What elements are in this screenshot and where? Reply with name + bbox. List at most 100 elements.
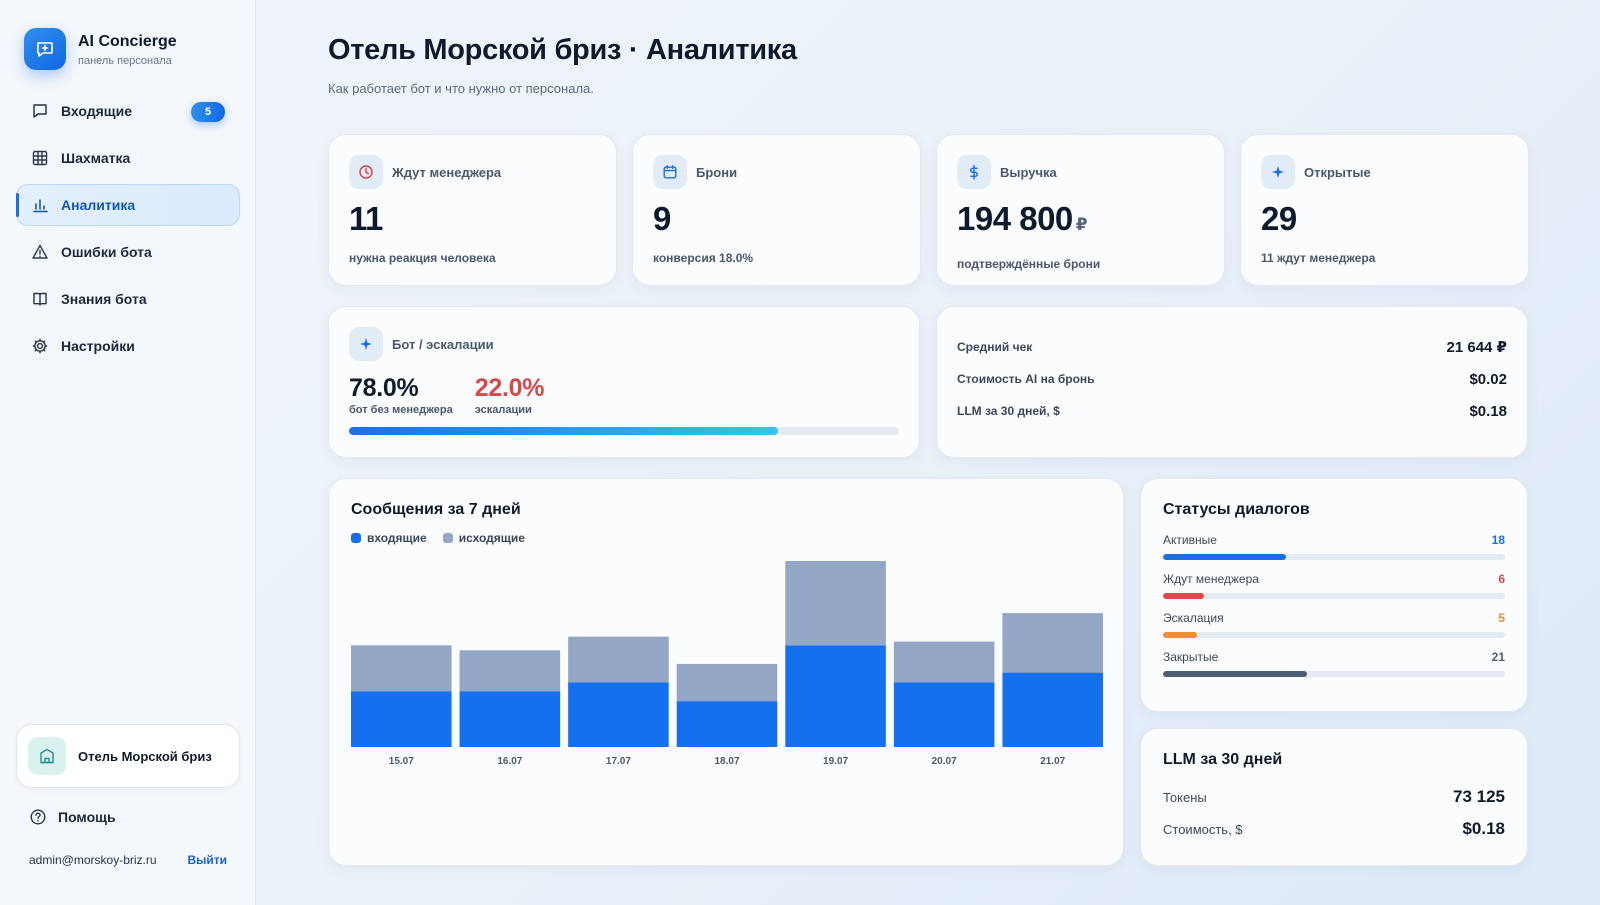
bar-incoming-19.07 — [785, 645, 886, 747]
kpi-value: 9 — [653, 200, 671, 237]
kpi-awaiting-manager: Ждут менеджера 11 нужна реакция человека — [328, 134, 617, 286]
chart-legend: входящие исходящие — [351, 531, 1101, 545]
status-count: 5 — [1498, 611, 1505, 625]
kpi-open: Открытые 29 11 ждут менеджера — [1240, 134, 1529, 286]
bar-chart-icon — [30, 195, 50, 215]
sparkle-icon — [1261, 155, 1295, 189]
sidebar-item-bot-knowledge[interactable]: Знания бота — [16, 278, 240, 320]
currency-sign: ₽ — [1075, 215, 1088, 234]
chart-title: Сообщения за 7 дней — [351, 501, 521, 518]
gear-icon — [30, 336, 50, 356]
messages-bar-chart: 15.07 16.07 17.07 18.07 19.07 20.07 21.07 — [351, 561, 1103, 767]
bot-progress-fill — [349, 427, 778, 435]
kpi-revenue: Выручка 194 800 ₽ подтверждённые брони — [936, 134, 1225, 286]
help-label: Помощь — [58, 809, 116, 825]
kpi-value: 29 — [1261, 200, 1297, 237]
sidebar: AI Concierge панель персонала Входящие 5… — [0, 0, 256, 905]
legend-item-incoming: входящие — [351, 531, 427, 545]
bar-outgoing-19.07 — [785, 561, 886, 646]
sidebar-item-analytics[interactable]: Аналитика — [16, 184, 240, 226]
inbox-count-badge: 5 — [191, 102, 225, 122]
kpi-note: нужна реакция человека — [349, 251, 496, 265]
kpi-label: Ждут менеджера — [392, 164, 502, 180]
llm-value: $0.18 — [1462, 819, 1505, 838]
metric-row: Средний чек 21 644 ₽ — [957, 331, 1507, 363]
dollar-icon — [957, 155, 991, 189]
brand[interactable]: AI Concierge панель персонала — [24, 28, 177, 70]
sidebar-item-label: Входящие — [61, 103, 132, 119]
escalation-percentage-caption: эскалации — [474, 404, 532, 416]
llm-label: Стоимость, $ — [1163, 821, 1243, 837]
x-tick-label: 17.07 — [606, 756, 631, 767]
legend-swatch — [351, 533, 361, 543]
status-row: Закрытые 21 — [1163, 650, 1505, 677]
bar-outgoing-17.07 — [568, 636, 669, 683]
kpi-label: Выручка — [1000, 164, 1057, 180]
bar-incoming-16.07 — [459, 691, 561, 747]
user-email: admin@morskoy-briz.ru — [29, 853, 157, 867]
calendar-icon — [653, 155, 687, 189]
metric-label: Стоимость AI на бронь — [957, 372, 1095, 386]
kpi-note: 11 ждут менеджера — [1261, 251, 1376, 265]
status-label: Эскалация — [1163, 611, 1224, 625]
bot-percentage: 78.0% — [349, 374, 419, 402]
status-bar — [1163, 671, 1505, 677]
legend-swatch — [442, 533, 453, 543]
status-count: 6 — [1498, 572, 1505, 586]
x-tick-label: 18.07 — [714, 756, 739, 767]
page-subtitle: Как работает бот и что нужно от персонал… — [328, 81, 594, 96]
bar-incoming-20.07 — [893, 682, 995, 747]
kpi-value: 11 — [349, 200, 383, 237]
building-icon — [28, 737, 66, 775]
bar-incoming-21.07 — [1002, 672, 1103, 747]
x-tick-label: 16.07 — [497, 756, 522, 767]
llm-value: 73 125 — [1453, 787, 1505, 806]
status-label: Ждут менеджера — [1163, 572, 1259, 586]
metric-label: Средний чек — [957, 340, 1033, 354]
sidebar-item-bot-errors[interactable]: Ошибки бота — [16, 231, 240, 273]
sidebar-nav: Входящие 5 Шахматка Аналитика Ошибки бот… — [16, 90, 240, 372]
status-bar — [1163, 632, 1505, 638]
brand-title: AI Concierge — [78, 32, 177, 50]
metric-row: LLM за 30 дней, $ $0.18 — [957, 395, 1507, 427]
help-link[interactable]: Помощь — [29, 808, 116, 826]
status-bar-fill — [1163, 554, 1287, 560]
hotel-selector[interactable]: Отель Морской бриз — [16, 724, 240, 788]
page-title: Отель Морской бриз · Аналитика — [328, 34, 797, 66]
status-bar — [1163, 593, 1505, 599]
status-label: Закрытые — [1163, 650, 1219, 664]
bar-outgoing-16.07 — [459, 650, 561, 692]
bar-incoming-15.07 — [351, 691, 452, 747]
bot-progress-bar — [349, 427, 899, 435]
bar-outgoing-15.07 — [351, 645, 452, 692]
brand-subtitle: панель персонала — [78, 54, 172, 67]
sidebar-item-settings[interactable]: Настройки — [16, 325, 240, 367]
kpi-label: Открытые — [1304, 164, 1371, 180]
bar-incoming-17.07 — [568, 682, 669, 747]
llm-row: Стоимость, $ $0.18 — [1163, 813, 1505, 845]
logout-button[interactable]: Выйти — [187, 853, 227, 867]
user-row: admin@morskoy-briz.ru Выйти — [29, 853, 227, 867]
bar-outgoing-20.07 — [893, 641, 995, 683]
sidebar-item-label: Аналитика — [61, 197, 136, 213]
sidebar-item-chessboard[interactable]: Шахматка — [16, 137, 240, 179]
sidebar-item-label: Ошибки бота — [61, 244, 152, 260]
sidebar-item-inbox[interactable]: Входящие 5 — [16, 90, 240, 132]
kpi-bookings: Брони 9 конверсия 18.0% — [632, 134, 921, 286]
legend-label: исходящие — [458, 531, 525, 545]
status-bar-fill — [1163, 632, 1198, 638]
status-card-title: Статусы диалогов — [1163, 501, 1310, 518]
status-bar-fill — [1163, 593, 1205, 599]
metric-value: $0.02 — [1469, 370, 1507, 388]
status-count: 18 — [1491, 533, 1505, 547]
bar-incoming-18.07 — [676, 701, 778, 747]
x-tick-label: 21.07 — [1040, 756, 1065, 767]
dialog-status-card: Статусы диалогов Активные 18 Ждут менеджер… — [1140, 478, 1528, 712]
x-tick-label: 15.07 — [389, 756, 414, 767]
metric-row: Стоимость AI на бронь $0.02 — [957, 363, 1507, 395]
llm-card-title: LLM за 30 дней — [1163, 751, 1283, 768]
card-title: Бот / эскалации — [392, 336, 494, 352]
kpi-value: 194 800 ₽ — [957, 200, 1088, 237]
kpi-note: конверсия 18.0% — [653, 251, 754, 265]
status-list: Активные 18 Ждут менеджера 6 Эскалация 5 Закры… — [1163, 533, 1505, 677]
